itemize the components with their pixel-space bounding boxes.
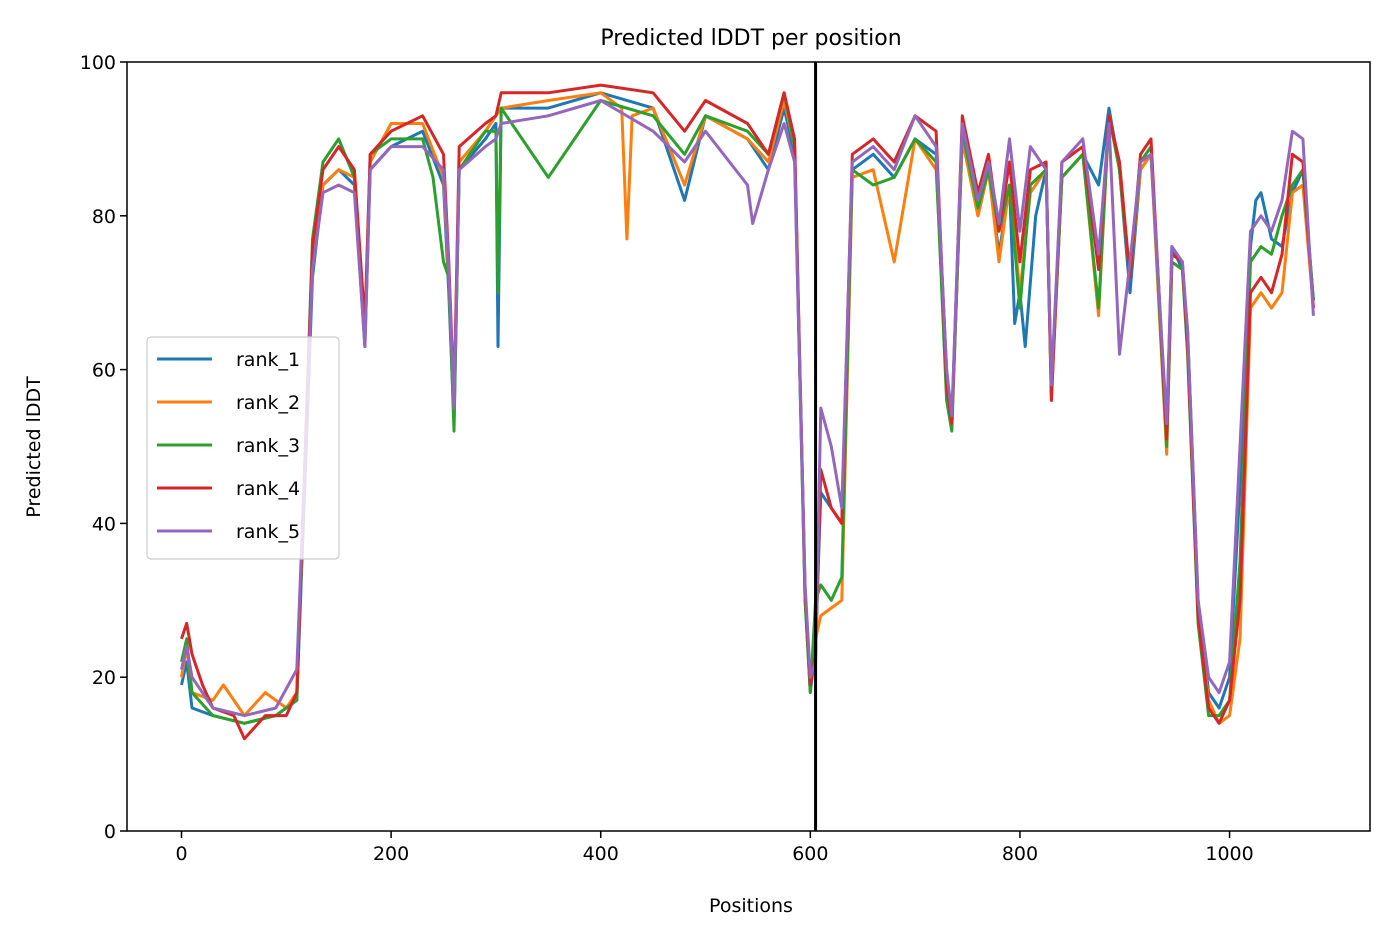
y-tick-label: 80 [92,206,116,228]
y-tick-label: 60 [92,360,116,382]
chart-title: Predicted lDDT per position [600,26,901,51]
legend-label-rank-4: rank_4 [236,478,300,500]
y-axis-label: Predicted lDDT [23,376,45,518]
y-tick-label: 100 [80,52,116,74]
plot-frame [126,61,1371,832]
legend-label-rank-3: rank_3 [236,435,300,457]
x-tick-label: 0 [175,843,187,865]
series-layer [180,83,1315,741]
series-line-rank-5 [180,99,1315,718]
legend-box [146,336,340,560]
y-tick-label: 40 [92,513,116,535]
x-tick-label: 800 [1002,843,1038,865]
legend-label-rank-1: rank_1 [236,349,300,371]
x-axis-label: Positions [709,895,793,917]
y-tick-label: 20 [92,667,116,689]
x-axis: 0 200 400 600 800 1000 [175,831,1254,865]
y-tick-label: 0 [104,821,116,843]
legend: rank_1 rank_2 rank_3 rank_4 rank_5 [146,336,340,560]
x-tick-label: 400 [583,843,619,865]
x-tick-label: 1000 [1205,843,1253,865]
x-tick-label: 600 [792,843,828,865]
y-axis: 0 20 40 60 80 100 [80,52,127,843]
x-tick-label: 200 [373,843,409,865]
legend-label-rank-5: rank_5 [236,521,300,543]
legend-label-rank-2: rank_2 [236,392,300,414]
